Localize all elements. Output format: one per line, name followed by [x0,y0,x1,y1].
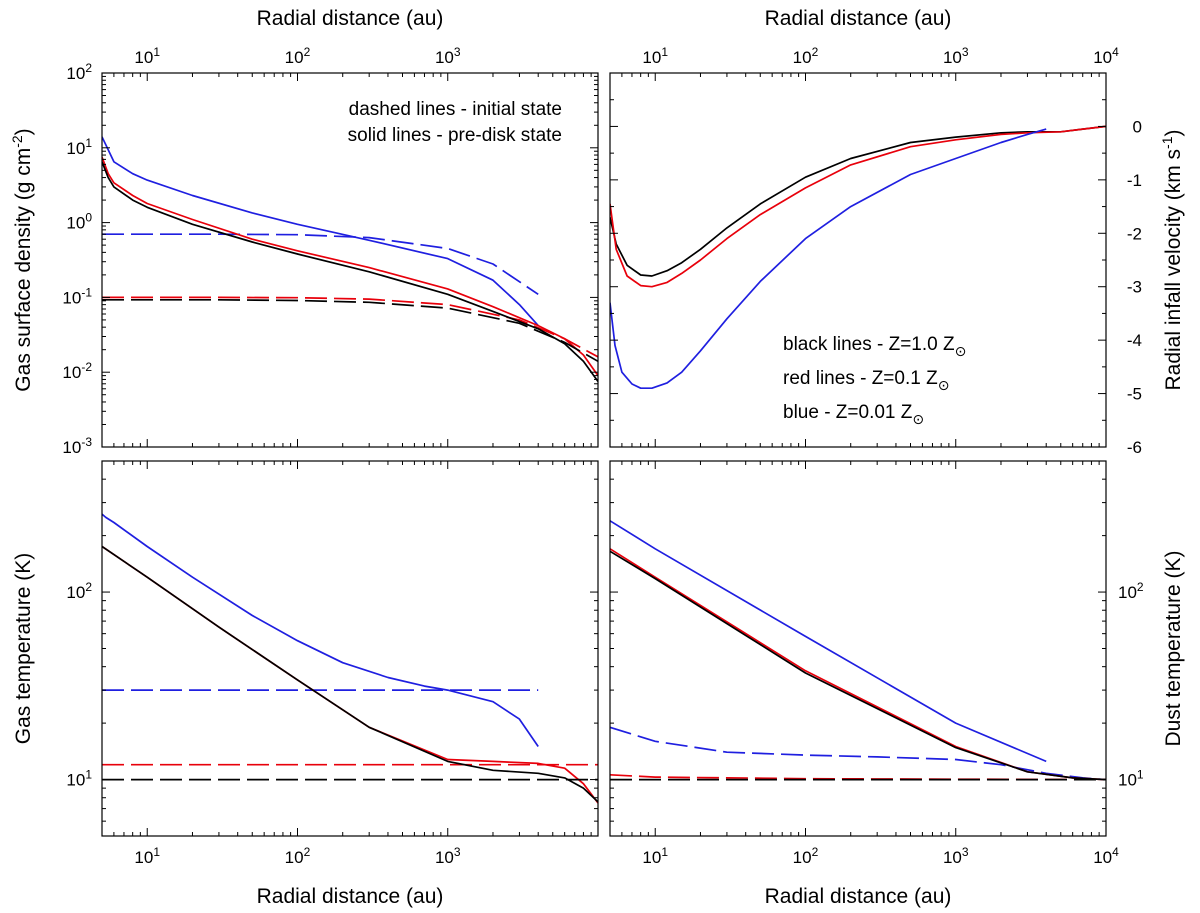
dust_temperature-panel: 101 102 103 104 Radial distance (au) 101 102 Du… [609,460,1185,908]
series-line-red-solid [102,156,598,377]
y-axis-label: Gas surface density (g cm-2) [9,128,35,391]
series-line-blue-solid [102,513,539,747]
surface_density-panel: 101 102 103 Radial distance (au) 10-3 10-2 10-… [9,7,599,457]
y-axis-label: Gas temperature (K) [12,553,35,744]
x-axis-label: Radial distance (au) [257,7,444,30]
y-tick-label: 102 [1118,580,1144,602]
series-line-red-solid [610,125,1106,288]
legend-text: black lines - Z=1.0 Z⊙ [783,334,966,359]
series-line-blue-solid [610,128,1047,390]
surface_density-x-ticks [101,73,599,447]
x-tick-label: 102 [793,45,819,67]
infall_velocity-panel: 101 102 103 104 Radial distance (au) 0 -1 -2 -3 -… [609,7,1185,457]
series-line-black-solid [610,550,1106,781]
y-tick-label: 0 [1133,117,1142,136]
series-line-blue-solid [610,520,1047,763]
y-tick-label: 10-2 [62,360,92,382]
y-tick-label: 100 [66,211,92,233]
dust_temperature-y-ticks [610,460,1106,837]
surface_density-frame [101,72,599,448]
y-tick-label: 101 [66,136,92,158]
x-tick-label: 101 [134,845,160,867]
y-tick-label: 101 [1118,768,1144,790]
infall_velocity-series [610,125,1106,390]
y-tick-label: -2 [1127,224,1142,243]
legend-text: dashed lines - initial state [349,99,562,120]
y-tick-label: -6 [1127,438,1142,457]
y-tick-label: -5 [1127,385,1142,404]
gas_temperature-y-ticks [102,460,598,837]
y-tick-label: -4 [1127,331,1142,350]
gas_temperature-x-ticks [101,461,599,836]
series-line-black-solid [610,125,1106,277]
infall_velocity-y-ticks [610,72,1106,448]
dust_temperature-series [610,520,1106,781]
series-line-red-dashed [102,296,598,358]
x-tick-label: 102 [793,845,819,867]
x-axis-label: Radial distance (au) [257,885,444,908]
x-tick-label: 104 [1093,45,1119,67]
y-axis-label: Dust temperature (K) [1162,550,1185,746]
gas_temperature-series [102,513,598,804]
surface_density-series [102,136,598,382]
legend-text: blue - Z=0.01 Z⊙ [783,402,924,427]
y-tick-label: 10-3 [62,435,92,457]
surface_density-y-ticks [102,72,598,448]
x-tick-label: 101 [642,845,668,867]
y-tick-label: 101 [66,768,92,790]
x-axis-label: Radial distance (au) [765,885,952,908]
x-tick-label: 103 [435,45,461,67]
series-line-blue-dashed [102,233,539,296]
series-line-blue-solid [102,136,539,327]
x-tick-label: 101 [134,45,160,67]
series-line-blue-dashed [610,726,1106,781]
y-tick-label: 102 [66,580,92,602]
series-line-black-solid [102,545,598,803]
dust_temperature-x-ticks [609,461,1107,836]
x-tick-label: 104 [1093,845,1119,867]
series-line-black-solid [102,161,598,382]
x-tick-label: 103 [943,45,969,67]
x-axis-label: Radial distance (au) [765,7,952,30]
gas_temperature-panel: 101 102 103 Radial distance (au) 101 102 Gas t… [12,460,599,908]
infall_velocity-x-ticks [609,73,1107,447]
x-tick-label: 103 [435,845,461,867]
y-tick-label: 10-1 [62,285,92,307]
y-tick-label: -1 [1127,171,1142,190]
legend-text: solid lines - pre-disk state [348,125,562,146]
x-tick-label: 101 [642,45,668,67]
y-tick-label: 102 [66,61,92,83]
series-line-black-dashed [102,298,598,363]
x-tick-label: 103 [943,845,969,867]
x-tick-label: 102 [285,845,311,867]
legend-text: red lines - Z=0.1 Z⊙ [783,368,949,393]
y-tick-label: -3 [1127,278,1142,297]
y-axis-label: Radial infall velocity (km s-1) [1159,129,1185,390]
x-tick-label: 102 [285,45,311,67]
